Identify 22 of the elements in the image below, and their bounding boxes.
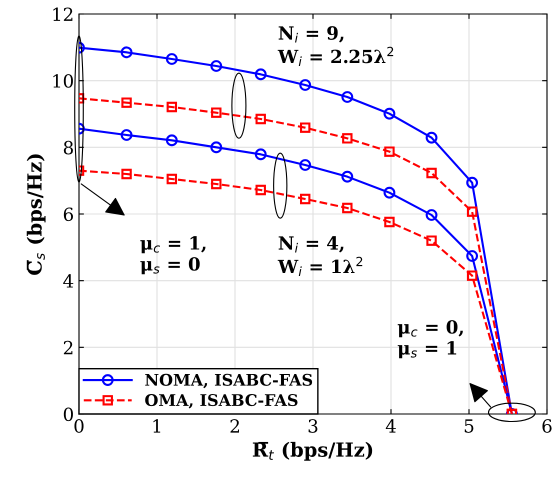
x-tick-label: 0	[74, 419, 84, 433]
annotation: μ$_{c}$ = 1, μ$_{s}$ = 0	[140, 236, 206, 274]
legend-label: NOMA, ISABC-FAS	[145, 374, 312, 388]
y-tick-label: 10	[53, 74, 73, 88]
x-tick-label: 6	[542, 419, 552, 433]
x-tick-label: 2	[230, 419, 239, 433]
y-tick-label: 2	[64, 340, 72, 354]
annotation: μ$_{c}$ = 0, μ$_{s}$ = 1	[398, 320, 463, 358]
y-tick-label: 0	[64, 407, 73, 422]
annotation: N$_{i}$ = 9, W$_{i}$ = 2.25λ$^{2}$	[278, 26, 394, 66]
annotation: N$_{i}$ = 4, W$_{i}$ = 1λ$^{2}$	[278, 236, 362, 276]
y-tick-label: 8	[64, 140, 73, 154]
y-tick-label: 6	[64, 207, 73, 222]
x-tick-label: 5	[464, 419, 474, 433]
x-axis-title: R̅$_{t}$ (bps/Hz)	[252, 442, 372, 461]
y-tick-label: 4	[63, 274, 74, 288]
x-tick-label: 1	[153, 419, 160, 433]
legend-label: OMA, ISABC-FAS	[145, 394, 298, 409]
x-tick-label: 3	[308, 419, 318, 433]
y-tick-label: 12	[53, 7, 72, 21]
x-tick-label: 4	[386, 419, 396, 433]
y-axis-title: C̅$_{s}$ (bps/Hz)	[26, 154, 46, 275]
